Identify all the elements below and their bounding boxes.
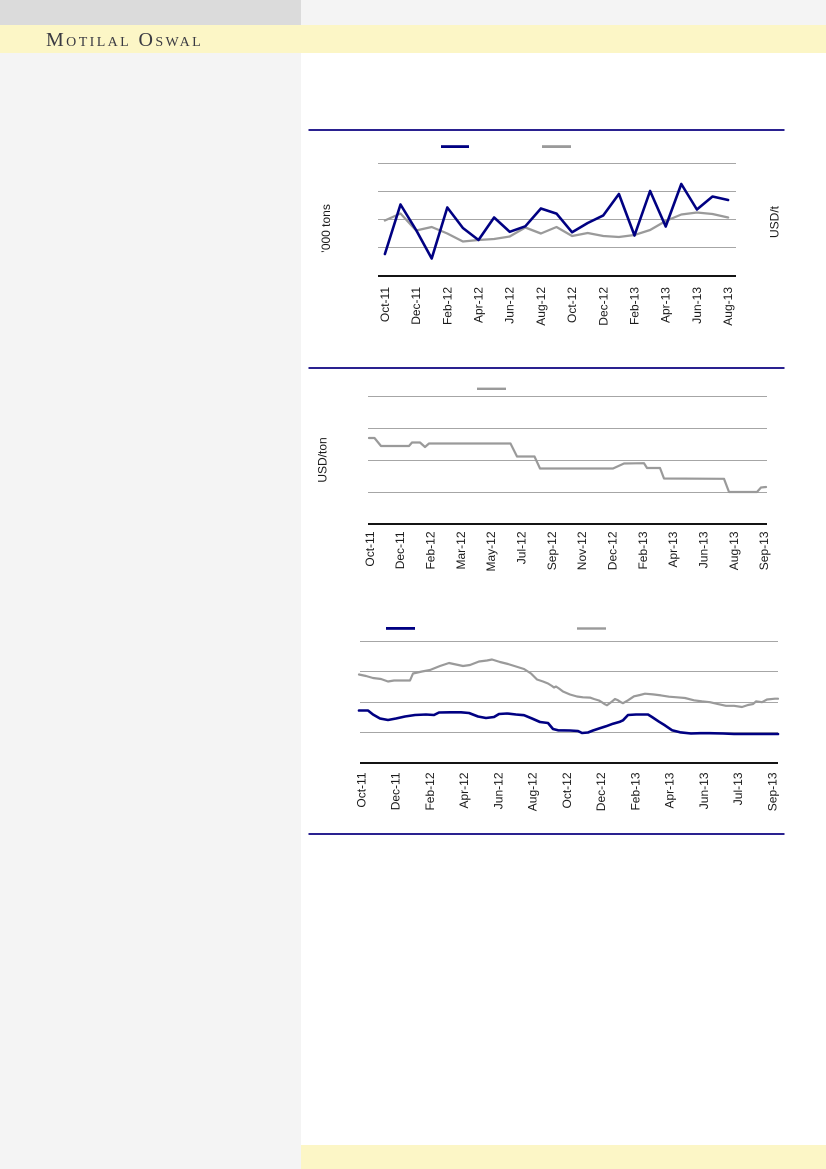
svg-text:Jun-12: Jun-12 — [492, 772, 506, 809]
svg-text:Jul-12: Jul-12 — [515, 531, 529, 564]
svg-text:Dec-12: Dec-12 — [606, 531, 620, 570]
svg-text:Feb-13: Feb-13 — [628, 287, 642, 325]
svg-text:Feb-13: Feb-13 — [636, 531, 650, 569]
svg-text:USD/t: USD/t — [768, 205, 782, 238]
svg-text:Dec-12: Dec-12 — [596, 287, 610, 326]
svg-text:Nov-12: Nov-12 — [575, 531, 589, 570]
svg-text:Aug-12: Aug-12 — [526, 772, 540, 811]
svg-text:Oct-11: Oct-11 — [378, 287, 392, 322]
svg-text:Sep-13: Sep-13 — [765, 772, 779, 811]
svg-text:Jun-13: Jun-13 — [697, 531, 711, 568]
svg-text:Sep-12: Sep-12 — [545, 531, 559, 570]
svg-text:Dec-11: Dec-11 — [389, 772, 403, 810]
svg-text:Aug-13: Aug-13 — [727, 531, 741, 570]
svg-text:Oct-11: Oct-11 — [363, 531, 377, 566]
svg-text:Feb-12: Feb-12 — [440, 287, 454, 325]
svg-text:Sep-13: Sep-13 — [757, 531, 771, 570]
svg-text:Dec-12: Dec-12 — [594, 772, 608, 811]
svg-text:Apr-12: Apr-12 — [472, 287, 486, 323]
svg-text:Dec-11: Dec-11 — [409, 287, 423, 325]
svg-text:Aug-13: Aug-13 — [721, 287, 735, 326]
svg-text:Oct-12: Oct-12 — [565, 287, 579, 323]
svg-text:Apr-13: Apr-13 — [666, 531, 680, 567]
svg-text:Apr-13: Apr-13 — [663, 772, 677, 808]
svg-text:Apr-12: Apr-12 — [457, 772, 471, 808]
svg-text:USD/ton: USD/ton — [316, 437, 330, 482]
svg-text:Feb-12: Feb-12 — [423, 772, 437, 810]
svg-text:Dec-11: Dec-11 — [393, 531, 407, 569]
svg-text:Jun-13: Jun-13 — [690, 287, 704, 324]
svg-text:Jun-13: Jun-13 — [697, 772, 711, 809]
svg-text:Mar-12: Mar-12 — [454, 531, 468, 569]
svg-text:Apr-13: Apr-13 — [659, 287, 673, 323]
svg-text:Aug-12: Aug-12 — [534, 287, 548, 326]
svg-text:Oct-12: Oct-12 — [560, 772, 574, 808]
svg-text:Oct-11: Oct-11 — [355, 772, 369, 807]
svg-text:Jul-13: Jul-13 — [731, 772, 745, 805]
svg-text:Jun-12: Jun-12 — [503, 287, 517, 324]
svg-text:’000 tons: ’000 tons — [319, 204, 333, 253]
svg-text:May-12: May-12 — [484, 531, 498, 571]
svg-text:Feb-13: Feb-13 — [628, 772, 642, 810]
svg-text:Feb-12: Feb-12 — [424, 531, 438, 569]
